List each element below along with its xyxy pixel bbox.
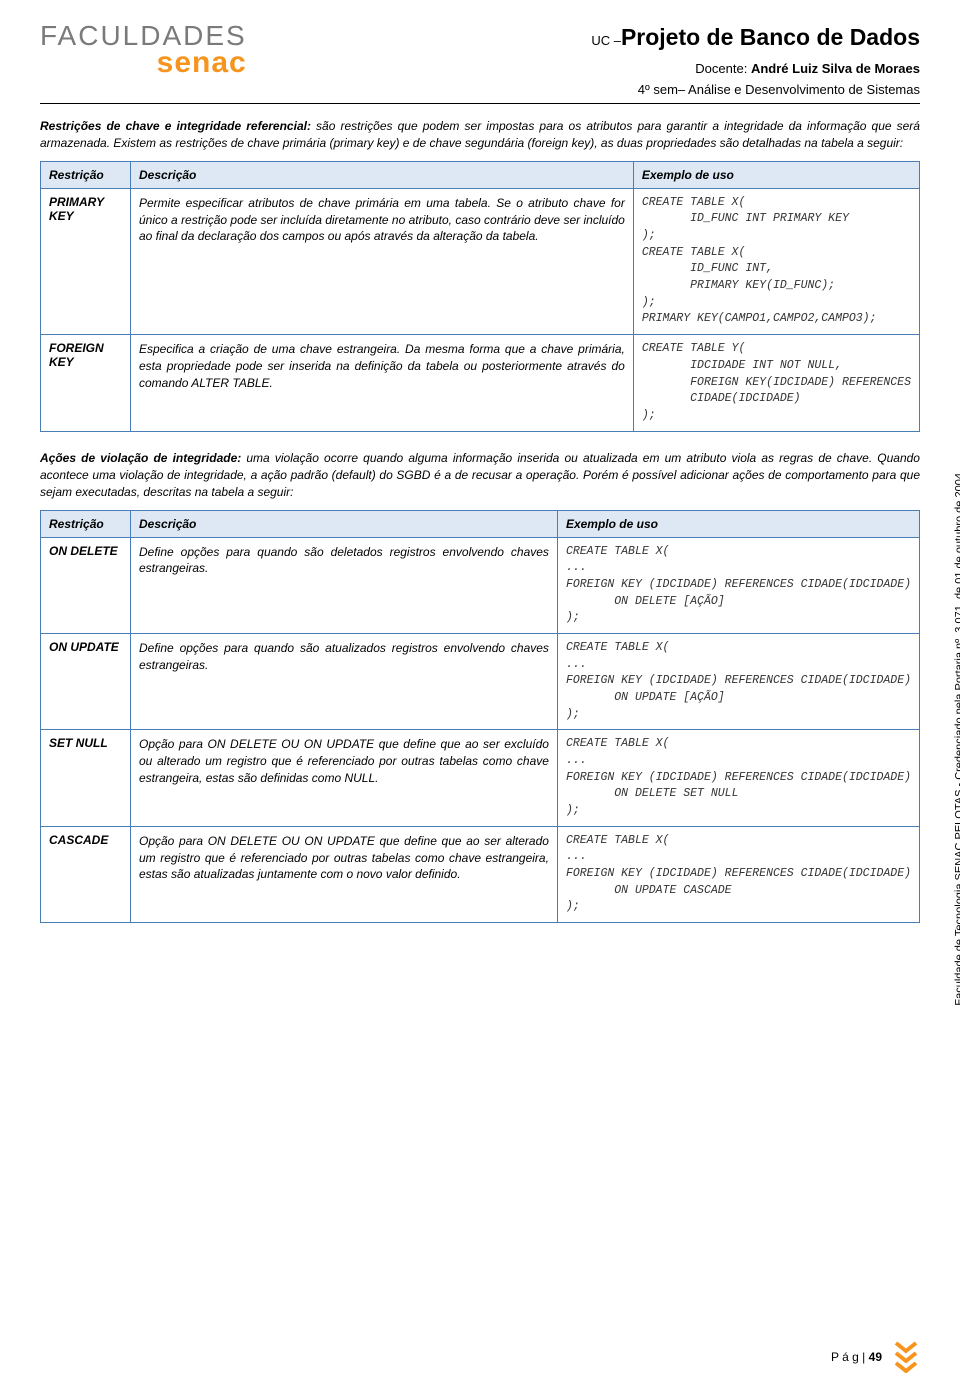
intro1-bold: Restrições de chave e integridade refere… <box>40 119 311 133</box>
t2-r2-code: CREATE TABLE X( ... FOREIGN KEY (IDCIDAD… <box>557 730 919 826</box>
t2-r2-name: SET NULL <box>41 730 131 826</box>
logo: FACULDADES senac <box>40 20 247 80</box>
t2-r1-code: CREATE TABLE X( ... FOREIGN KEY (IDCIDAD… <box>557 634 919 730</box>
t2-r2-desc: Opção para ON DELETE OU ON UPDATE que de… <box>131 730 558 826</box>
t2-r3-desc: Opção para ON DELETE OU ON UPDATE que de… <box>131 826 558 922</box>
page: FACULDADES senac UC –Projeto de Banco de… <box>0 0 960 981</box>
page-num-value: 49 <box>869 1350 882 1364</box>
semester-line: 4º sem– Análise e Desenvolvimento de Sis… <box>267 82 920 97</box>
t1-r1-name: FOREIGN KEY <box>41 335 131 431</box>
header-rule <box>40 103 920 104</box>
title-area: UC –Projeto de Banco de Dados Docente: A… <box>267 20 920 97</box>
table-row: ON UPDATE Define opções para quando são … <box>41 634 920 730</box>
table-restricoes-chave: Restrição Descrição Exemplo de uso PRIMA… <box>40 161 920 432</box>
intro-paragraph-2: Ações de violação de integridade: uma vi… <box>40 450 920 502</box>
t1-h2: Exemplo de uso <box>633 161 919 188</box>
chevron-down-icon <box>892 1341 920 1373</box>
uc-prefix: UC – <box>591 33 621 48</box>
page-label: P á g | <box>831 1350 869 1364</box>
table-acoes-violacao: Restrição Descrição Exemplo de uso ON DE… <box>40 510 920 923</box>
t2-r1-desc: Define opções para quando são atualizado… <box>131 634 558 730</box>
table-row: SET NULL Opção para ON DELETE OU ON UPDA… <box>41 730 920 826</box>
intro2-bold: Ações de violação de integridade: <box>40 451 241 465</box>
docente-label: Docente: <box>695 61 751 76</box>
t1-r0-code: CREATE TABLE X( ID_FUNC INT PRIMARY KEY … <box>633 188 919 334</box>
uc-title: Projeto de Banco de Dados <box>621 24 920 50</box>
side-credential-text: Faculdade de Tecnologia SENAC PELOTAS - … <box>954 470 960 1006</box>
t2-h2: Exemplo de uso <box>557 510 919 537</box>
t2-h0: Restrição <box>41 510 131 537</box>
t2-h1: Descrição <box>131 510 558 537</box>
t1-r1-code: CREATE TABLE Y( IDCIDADE INT NOT NULL, F… <box>633 335 919 431</box>
table-row: FOREIGN KEY Especifica a criação de uma … <box>41 335 920 431</box>
intro-paragraph-1: Restrições de chave e integridade refere… <box>40 118 920 153</box>
page-number: P á g | 49 <box>831 1350 882 1364</box>
t1-r0-name: PRIMARY KEY <box>41 188 131 334</box>
t2-r3-name: CASCADE <box>41 826 131 922</box>
t2-r0-desc: Define opções para quando são deletados … <box>131 537 558 633</box>
docente-line: Docente: André Luiz Silva de Moraes <box>267 61 920 76</box>
table-row: CASCADE Opção para ON DELETE OU ON UPDAT… <box>41 826 920 922</box>
header: FACULDADES senac UC –Projeto de Banco de… <box>40 20 920 97</box>
t1-h1: Descrição <box>131 161 634 188</box>
table-row: ON DELETE Define opções para quando são … <box>41 537 920 633</box>
t1-r1-desc: Especifica a criação de uma chave estran… <box>131 335 634 431</box>
t1-r0-desc: Permite especificar atributos de chave p… <box>131 188 634 334</box>
docente-name: André Luiz Silva de Moraes <box>751 61 920 76</box>
t2-r1-name: ON UPDATE <box>41 634 131 730</box>
t2-r0-name: ON DELETE <box>41 537 131 633</box>
footer: P á g | 49 <box>0 1341 960 1373</box>
t2-r0-code: CREATE TABLE X( ... FOREIGN KEY (IDCIDAD… <box>557 537 919 633</box>
table-row: PRIMARY KEY Permite especificar atributo… <box>41 188 920 334</box>
t2-r3-code: CREATE TABLE X( ... FOREIGN KEY (IDCIDAD… <box>557 826 919 922</box>
t1-h0: Restrição <box>41 161 131 188</box>
